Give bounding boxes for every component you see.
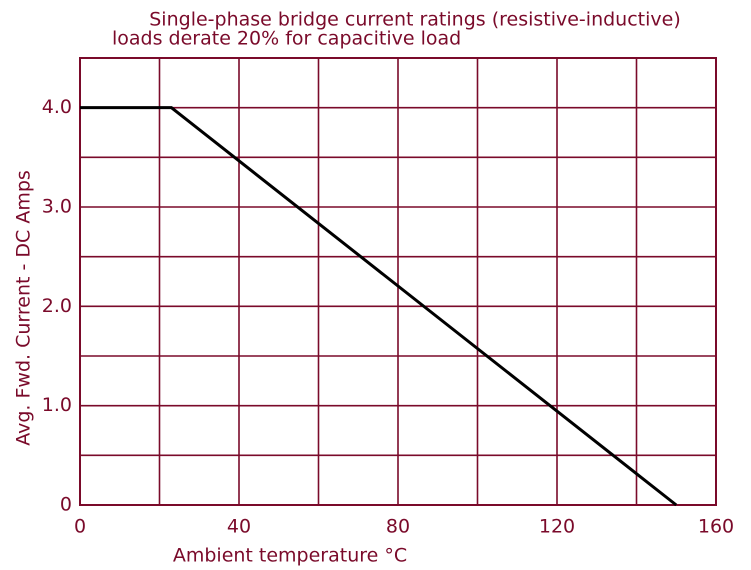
- chart-title: Single-phase bridge current ratings (res…: [149, 9, 680, 31]
- x-axis-label: Ambient temperature °C: [173, 545, 407, 567]
- x-tick-label: 160: [698, 516, 734, 538]
- series-line: [80, 106, 678, 507]
- chart-subtitle: loads derate 20% for capacitive load: [112, 28, 461, 50]
- x-tick-label: 0: [74, 516, 86, 538]
- y-tick-label: 3.0: [42, 196, 72, 218]
- y-tick-label: 2.0: [42, 295, 72, 317]
- y-tick-label: 4.0: [42, 96, 72, 118]
- x-tick-label: 40: [227, 516, 251, 538]
- x-tick-label: 80: [386, 516, 410, 538]
- y-axis-label: Avg. Fwd. Current - DC Amps: [13, 170, 35, 446]
- y-tick-label: 0: [60, 494, 72, 516]
- x-tick-label: 120: [539, 516, 575, 538]
- y-tick-label: 1.0: [42, 394, 72, 416]
